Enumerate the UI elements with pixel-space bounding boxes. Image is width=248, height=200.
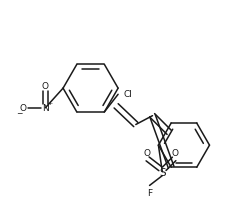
Text: O: O <box>143 148 150 157</box>
Text: O: O <box>42 82 49 91</box>
Text: O: O <box>20 104 27 113</box>
Text: S: S <box>159 167 166 177</box>
Text: +: + <box>48 101 53 106</box>
Text: F: F <box>147 188 152 197</box>
Text: O: O <box>172 148 179 157</box>
Text: N: N <box>42 104 49 113</box>
Text: −: − <box>17 109 23 118</box>
Text: Cl: Cl <box>123 89 132 98</box>
